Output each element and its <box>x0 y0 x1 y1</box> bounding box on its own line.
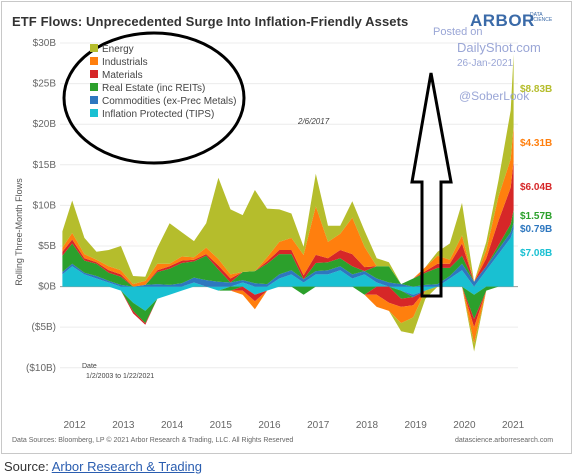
x-tick-label: 2014 <box>161 420 184 431</box>
legend-swatch <box>90 109 98 117</box>
hand-drawn-circle <box>62 31 246 165</box>
y-tick-label: $15B <box>33 160 57 171</box>
chart-title: ETF Flows: Unprecedented Surge Into Infl… <box>12 14 409 29</box>
x-tick-label: 2017 <box>307 420 330 431</box>
source-prefix: Source: <box>4 459 52 474</box>
footer-copyright: Data Sources: Bloomberg, LP © 2021 Arbor… <box>12 437 294 444</box>
end-label: $7.08B <box>520 248 552 259</box>
legend: Energy Industrials Materials Real Estate (i… <box>90 44 236 120</box>
legend-swatch <box>90 57 98 65</box>
watermark-handle: @SoberLook <box>459 89 530 103</box>
legend-swatch <box>90 96 98 104</box>
y-tick-label: $5B <box>38 241 56 252</box>
hand-drawn-arrow <box>410 72 453 298</box>
brand-logo: ARBOR <box>470 11 535 30</box>
legend-label: Energy <box>102 44 134 55</box>
area-real-estate-inc-reits- <box>62 286 514 324</box>
area-inflation-protected-tips- <box>62 229 514 287</box>
y-axis-ticks: $30B $25B $20B $15B $10B $5B $0B ($5B) ($10B) <box>26 38 56 374</box>
legend-label: Real Estate (inc REITs) <box>102 83 205 94</box>
x-tick-label: 2016 <box>258 420 281 431</box>
area-commodities-ex-prec-metals- <box>62 222 514 287</box>
end-label: $0.79B <box>520 224 552 235</box>
watermark-posted: Posted on <box>433 26 483 38</box>
y-tick-label: $0B <box>38 282 56 293</box>
legend-label: Materials <box>102 70 143 81</box>
watermark-site: DailyShot.com <box>457 40 541 55</box>
end-label: $4.31B <box>520 138 552 149</box>
source-line: Source: Arbor Research & Trading <box>4 459 202 474</box>
area-real-estate-inc-reits- <box>62 209 514 287</box>
stacked-areas <box>62 54 514 352</box>
legend-label: Inflation Protected (TIPS) <box>102 109 214 120</box>
x-tick-label: 2012 <box>63 420 86 431</box>
source-link[interactable]: Arbor Research & Trading <box>51 459 202 474</box>
x-tick-label: 2013 <box>112 420 135 431</box>
area-energy <box>62 54 514 285</box>
y-tick-label: $10B <box>33 200 57 211</box>
legend-label: Commodities (ex-Prec Metals) <box>102 96 236 107</box>
annotation-date: 2/6/2017 <box>297 117 330 126</box>
date-note-label: Date <box>82 363 97 370</box>
y-tick-label: $25B <box>33 79 57 90</box>
legend-label: Industrials <box>102 57 148 68</box>
y-tick-label: $20B <box>33 119 57 130</box>
area-inflation-protected-tips- <box>62 286 514 311</box>
brand-subtitle: DATA SCIENCE <box>530 12 553 23</box>
x-tick-label: 2018 <box>356 420 379 431</box>
x-tick-label: 2015 <box>210 420 233 431</box>
y-tick-label: ($10B) <box>26 363 56 374</box>
x-tick-label: 2019 <box>405 420 428 431</box>
y-tick-label: ($5B) <box>32 322 56 333</box>
end-label: $8.83B <box>520 84 552 95</box>
y-axis-label: Rolling Three-Month Flows <box>14 178 24 286</box>
end-labels: $7.08B $0.79B $1.57B $6.04B $4.31B $8.83B <box>520 84 552 259</box>
watermark-date: 26-Jan-2021 <box>457 58 514 69</box>
end-label: $1.57B <box>520 211 552 222</box>
y-tick-label: $30B <box>33 38 57 49</box>
legend-swatch <box>90 70 98 78</box>
footer-url: datascience.arborresearch.com <box>455 437 554 444</box>
end-label: $6.04B <box>520 182 552 193</box>
x-tick-label: 2021 <box>502 420 525 431</box>
legend-swatch <box>90 44 98 52</box>
x-tick-label: 2020 <box>453 420 476 431</box>
legend-swatch <box>90 83 98 91</box>
x-axis-ticks: 2012 2013 2014 2015 2016 2017 2018 2019 2020 2021 <box>63 420 524 431</box>
date-note-range: 1/2/2003 to 1/22/2021 <box>86 373 154 380</box>
